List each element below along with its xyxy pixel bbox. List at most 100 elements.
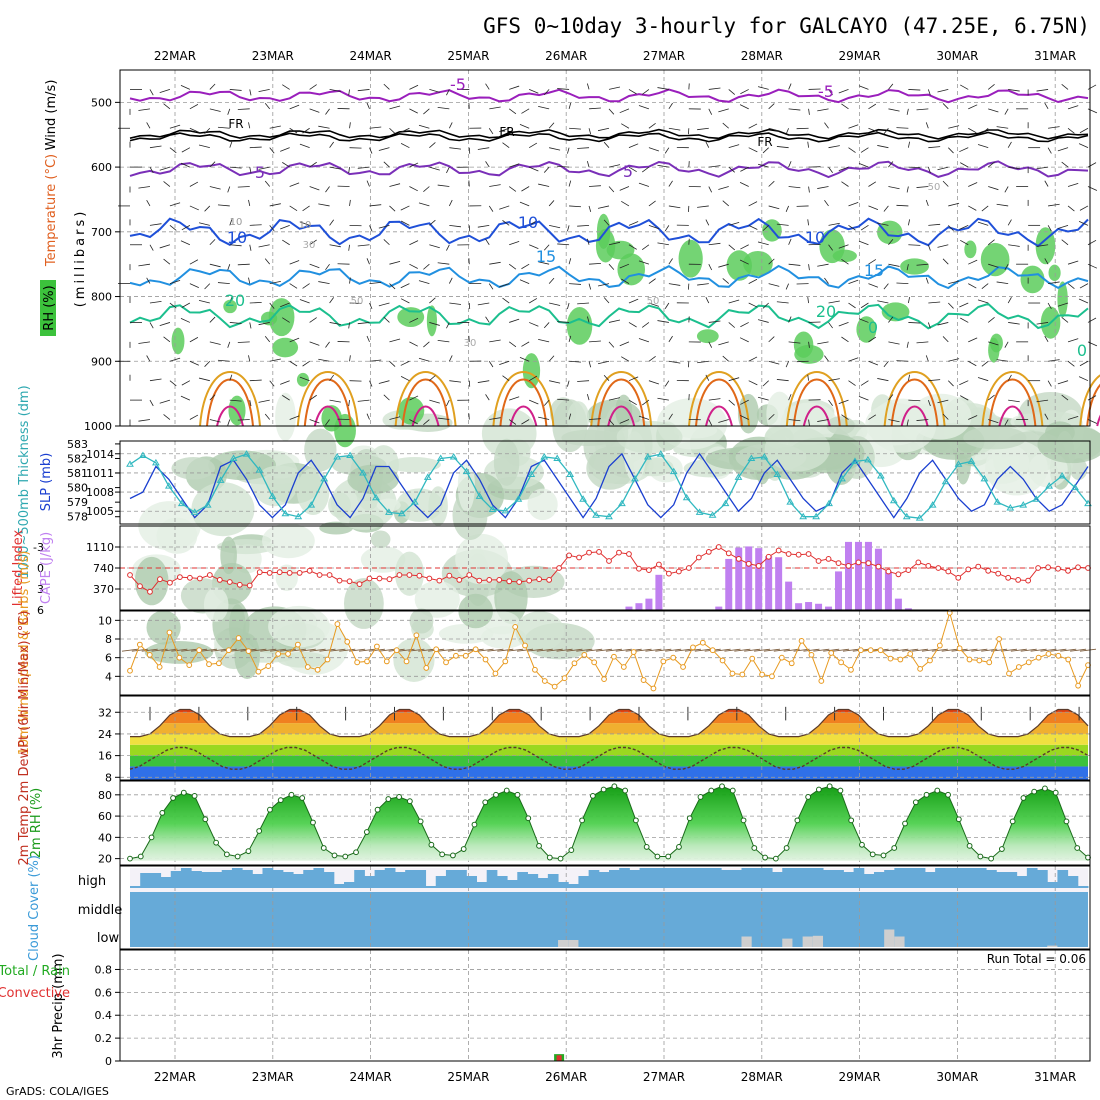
wind-barb	[538, 416, 550, 420]
wind-barb	[588, 205, 592, 212]
wind-barb	[389, 260, 401, 265]
wind-barb-10m	[655, 648, 672, 652]
wind-barb	[289, 337, 300, 343]
contour-label: 10	[299, 220, 312, 231]
rh-point	[1020, 795, 1027, 801]
contour-label: 10	[805, 228, 825, 247]
wind-barb	[449, 147, 462, 150]
wind-barb	[621, 123, 630, 129]
thickness-point	[242, 450, 251, 457]
wind-barb-10m	[1000, 648, 1018, 652]
wind-barb	[299, 376, 310, 382]
wind-barb	[489, 184, 501, 187]
wind-barb	[209, 161, 216, 168]
cape-tick-370: 370	[93, 583, 114, 596]
wind-barb	[325, 263, 330, 271]
rh-moist-blob	[678, 239, 703, 278]
wind-barb	[785, 205, 789, 212]
wind-barb	[383, 394, 390, 401]
wind-barb	[189, 205, 199, 211]
temp-band	[130, 723, 1088, 734]
li-point	[137, 583, 143, 590]
wind-point	[1045, 651, 1052, 657]
wind-barb	[149, 378, 162, 382]
rh-point	[998, 846, 1005, 852]
isotherm-arch	[509, 405, 538, 427]
wind-point	[324, 656, 331, 663]
li-point	[396, 572, 403, 578]
wind-barb	[369, 302, 373, 310]
cape-bar	[835, 571, 843, 610]
cloud-high-bar	[303, 870, 314, 888]
wind-barb	[824, 355, 829, 362]
wind-barb	[521, 419, 530, 425]
rh-moist-blob	[980, 242, 1010, 277]
wind-barb-10m	[576, 648, 593, 652]
cloud-high-bar	[456, 870, 467, 888]
cloud-high-bar	[843, 872, 855, 888]
li-point	[246, 582, 253, 589]
li-point	[356, 581, 363, 587]
wind-barb	[329, 141, 335, 148]
wind-barb	[348, 400, 350, 407]
wind-barb	[828, 145, 840, 149]
wind-point	[354, 659, 361, 666]
rh-point	[772, 855, 779, 862]
cloud-high-bar	[405, 870, 416, 888]
wind-barb	[400, 127, 410, 133]
wind-barb	[169, 280, 181, 284]
wind-barb-10m	[556, 648, 573, 652]
wind-barb	[768, 336, 775, 343]
contour-label: 5	[255, 163, 265, 182]
cloud-high-bar	[904, 868, 916, 888]
wind-barb	[708, 341, 713, 348]
thickness-point	[915, 514, 924, 521]
wind-point	[571, 660, 578, 667]
wind-barb	[621, 278, 630, 284]
wind-barb	[588, 283, 592, 290]
rh-point	[1052, 789, 1059, 796]
wind-barb	[488, 128, 494, 135]
cloud-low-bar	[894, 936, 905, 947]
wind-barb	[309, 186, 320, 191]
contour-label: 10	[230, 217, 243, 228]
cloud-high-bar	[894, 868, 906, 888]
cloud-level-middle: middle	[78, 903, 122, 918]
wind-barb	[289, 260, 300, 265]
wind-barb	[509, 163, 520, 168]
wind-point	[166, 629, 173, 636]
li-point	[516, 579, 523, 585]
thickness-point	[734, 473, 743, 480]
li-point	[626, 551, 632, 557]
wind-barb	[280, 224, 290, 230]
wind-barb	[728, 221, 740, 226]
thickness-point	[1006, 504, 1015, 511]
wind-point	[1065, 656, 1072, 663]
wind-point	[848, 666, 854, 673]
rh-point	[1031, 788, 1038, 795]
wind-barb	[489, 339, 501, 343]
li-point	[546, 577, 553, 583]
rh-blob	[438, 623, 494, 644]
rh-point	[719, 783, 725, 790]
wind-barb-10m	[921, 648, 939, 652]
rh-moist-blob	[793, 331, 814, 358]
rh-point	[127, 855, 133, 862]
rh-point	[288, 791, 295, 798]
bottom-date-27MAR: 27MAR	[643, 1070, 685, 1084]
wind-barb	[619, 341, 630, 347]
wind-barb	[728, 144, 740, 149]
cape-bar	[635, 603, 643, 610]
wind-barb	[485, 394, 490, 401]
wind-barb	[409, 395, 419, 401]
wind-barb	[960, 239, 969, 246]
wind-barb	[906, 264, 909, 271]
wind-barb	[269, 302, 275, 309]
wind-barb-10m	[941, 648, 958, 652]
wind-barb	[309, 239, 317, 246]
rh-blob	[567, 401, 590, 435]
wind-barb	[597, 360, 610, 365]
rh-point	[417, 818, 424, 825]
wind-point	[956, 645, 963, 652]
wind-barb	[1087, 239, 1097, 246]
